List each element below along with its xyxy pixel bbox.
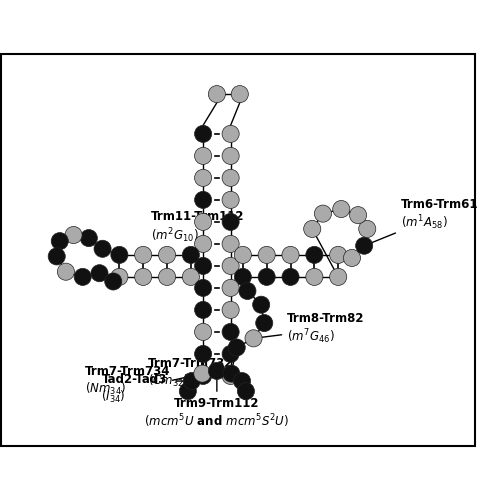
- Circle shape: [195, 280, 211, 296]
- Circle shape: [135, 268, 152, 285]
- Circle shape: [222, 324, 239, 340]
- Circle shape: [57, 263, 75, 280]
- Circle shape: [222, 192, 239, 208]
- Circle shape: [234, 372, 250, 390]
- Circle shape: [222, 148, 239, 164]
- Circle shape: [222, 368, 239, 384]
- Circle shape: [195, 236, 211, 252]
- Circle shape: [223, 365, 240, 382]
- Circle shape: [74, 268, 91, 285]
- Circle shape: [195, 192, 211, 208]
- Circle shape: [222, 236, 239, 252]
- Circle shape: [195, 148, 211, 164]
- Circle shape: [282, 246, 299, 264]
- Text: Trm8-Trm82
$(m^7G_{46})$: Trm8-Trm82 $(m^7G_{46})$: [256, 312, 365, 346]
- Circle shape: [306, 268, 323, 285]
- Circle shape: [80, 230, 97, 246]
- Circle shape: [222, 258, 239, 274]
- Circle shape: [195, 170, 211, 186]
- Circle shape: [228, 339, 246, 356]
- Circle shape: [314, 205, 331, 222]
- Circle shape: [195, 258, 211, 274]
- Text: Trm7-Trm734
$(Nm_{34})$: Trm7-Trm734 $(Nm_{34})$: [85, 366, 189, 397]
- Circle shape: [183, 372, 200, 390]
- Circle shape: [51, 232, 68, 250]
- Circle shape: [222, 214, 239, 230]
- Circle shape: [234, 246, 251, 264]
- Circle shape: [222, 346, 239, 362]
- Circle shape: [329, 268, 347, 285]
- Circle shape: [350, 206, 367, 224]
- Circle shape: [194, 365, 211, 382]
- Text: Trm9-Trm112
$(mcm^5U$ and $mcm^5S^2U)$: Trm9-Trm112 $(mcm^5U$ and $mcm^5S^2U)$: [144, 374, 289, 430]
- Circle shape: [111, 246, 128, 264]
- Circle shape: [234, 268, 251, 285]
- Circle shape: [195, 324, 211, 340]
- Circle shape: [195, 368, 211, 384]
- Circle shape: [256, 314, 273, 332]
- Circle shape: [182, 246, 200, 264]
- Text: Trm6-Trm61
$(m^1A_{58})$: Trm6-Trm61 $(m^1A_{58})$: [367, 198, 478, 244]
- Circle shape: [329, 246, 347, 264]
- Circle shape: [306, 246, 323, 264]
- Circle shape: [208, 86, 225, 102]
- Circle shape: [222, 170, 239, 186]
- Circle shape: [231, 86, 248, 102]
- Circle shape: [282, 268, 299, 285]
- Circle shape: [245, 330, 262, 347]
- Circle shape: [179, 382, 197, 400]
- Circle shape: [111, 268, 128, 285]
- Circle shape: [48, 248, 65, 265]
- Circle shape: [208, 362, 225, 380]
- Circle shape: [91, 264, 108, 282]
- Text: Trm7-Trm732
$(Cm_{32})$: Trm7-Trm732 $(Cm_{32})$: [148, 357, 243, 390]
- Circle shape: [222, 280, 239, 296]
- Circle shape: [252, 296, 270, 314]
- Circle shape: [135, 246, 152, 264]
- Circle shape: [356, 237, 373, 254]
- Circle shape: [105, 273, 122, 290]
- Circle shape: [195, 346, 211, 362]
- Circle shape: [258, 246, 275, 264]
- Circle shape: [195, 302, 211, 318]
- Circle shape: [94, 240, 111, 258]
- Circle shape: [65, 226, 82, 244]
- Circle shape: [237, 382, 254, 400]
- Circle shape: [195, 126, 211, 142]
- Circle shape: [182, 268, 200, 285]
- Circle shape: [239, 282, 256, 300]
- Circle shape: [332, 200, 350, 218]
- Circle shape: [359, 220, 376, 238]
- Text: Tad2-Tad3
$(I_{34})$: Tad2-Tad3 $(I_{34})$: [101, 373, 200, 404]
- Circle shape: [195, 214, 211, 230]
- Circle shape: [159, 268, 175, 285]
- Circle shape: [222, 302, 239, 318]
- Text: Trm11-Trm112
$(m^2G_{10})$: Trm11-Trm112 $(m^2G_{10})$: [151, 210, 245, 252]
- Circle shape: [222, 126, 239, 142]
- Circle shape: [304, 220, 321, 238]
- Circle shape: [343, 250, 361, 266]
- Circle shape: [159, 246, 175, 264]
- Circle shape: [258, 268, 275, 285]
